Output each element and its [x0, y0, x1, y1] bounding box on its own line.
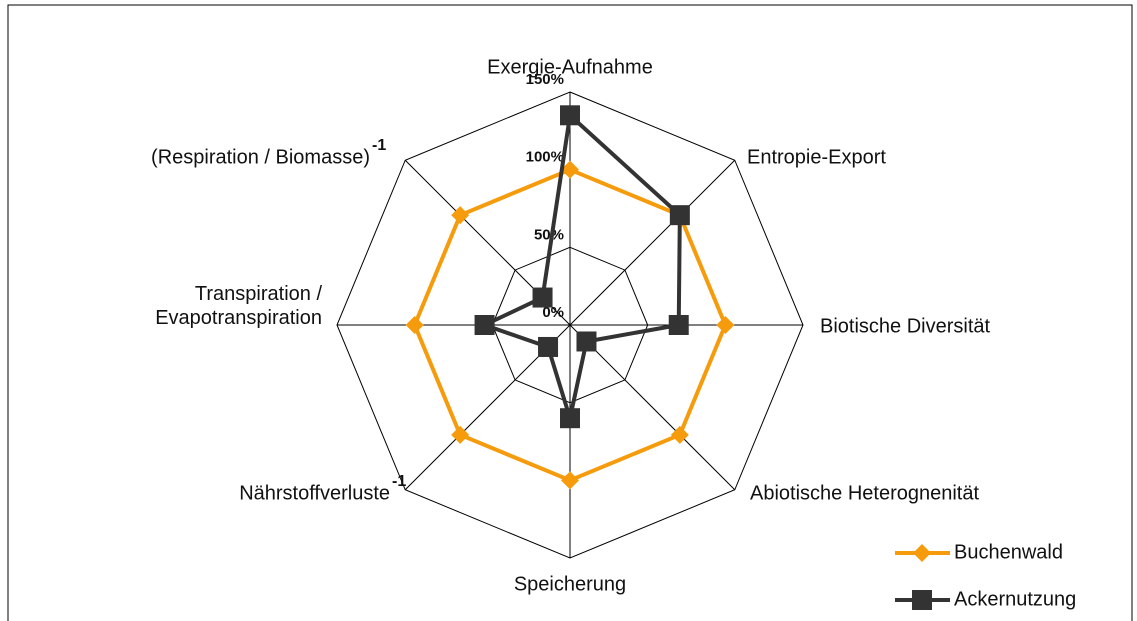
point	[474, 315, 495, 335]
spoke	[569, 324, 736, 491]
point	[451, 425, 470, 444]
category-exponent: -1	[372, 137, 386, 154]
category-label: Nährstoffverluste	[239, 482, 390, 504]
category-label: Biotische Diversität	[820, 315, 991, 337]
category-label-line: Evapotranspiration	[155, 307, 322, 329]
point	[532, 287, 553, 308]
point	[669, 205, 690, 226]
category-label: Abiotische Heterognenität	[750, 482, 979, 504]
category-label: Transpiration / Evapotranspiration	[155, 283, 322, 329]
point	[561, 160, 579, 179]
point	[560, 105, 580, 126]
r-tick-label: 50%	[534, 226, 564, 243]
frame	[7, 4, 1133, 621]
grid-ring	[491, 246, 649, 404]
r-tick-label: 150%	[526, 71, 564, 88]
spoke	[569, 159, 736, 326]
series-line	[482, 113, 682, 421]
legend-marker	[912, 590, 932, 610]
point	[716, 316, 735, 334]
category-label: Speicherung	[514, 573, 626, 595]
point	[451, 206, 470, 225]
point	[670, 425, 689, 444]
legend-label: Ackernutzung	[954, 588, 1076, 610]
point	[405, 316, 424, 334]
legend-label: Buchenwald	[954, 541, 1063, 563]
category-label: (Respiration / Biomasse)	[151, 146, 370, 168]
category-label-line: Transpiration /	[195, 283, 323, 305]
legend-marker	[913, 544, 931, 562]
point	[560, 408, 580, 429]
category-label: Entropie-Export	[747, 146, 886, 168]
point	[538, 336, 559, 357]
grid-ring	[336, 91, 804, 559]
r-tick-label: 100%	[526, 149, 564, 166]
r-tick-label: 0%	[542, 304, 564, 321]
point	[561, 471, 579, 490]
point	[668, 315, 689, 335]
category-label: Exergie-Aufnahme	[487, 56, 653, 78]
point	[576, 331, 597, 352]
category-exponent: -1	[392, 473, 406, 490]
